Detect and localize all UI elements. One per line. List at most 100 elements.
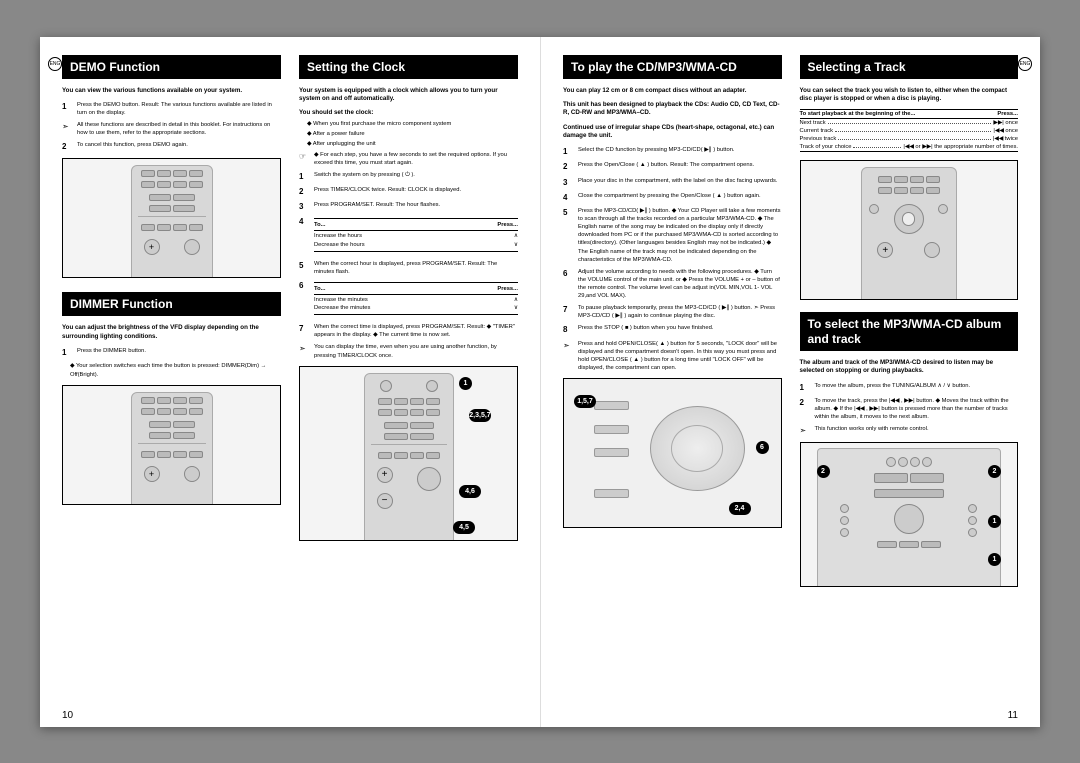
callout: 2 <box>817 465 830 478</box>
td: ∨ <box>514 241 518 249</box>
step-num: 2 <box>800 397 810 421</box>
clock-note1: ◆ For each step, you have a few seconds … <box>314 151 518 167</box>
callout: 6 <box>756 441 769 454</box>
cd-intro3: Continued use of irregular shape CDs (he… <box>563 124 782 141</box>
clock-title: Setting the Clock <box>299 55 518 79</box>
demo-intro: You can view the various functions avail… <box>62 87 281 95</box>
step-num: 2 <box>62 141 72 152</box>
step-text: Press the DEMO button. Result: The vario… <box>77 101 281 117</box>
remote-figure-demo: + <box>62 158 281 278</box>
step-text: To pause playback temporarily, press the… <box>578 304 782 320</box>
td: |◀◀ twice <box>993 136 1018 142</box>
note-text: All these functions are described in det… <box>77 121 281 137</box>
dimmer-intro: You can adjust the brightness of the VFD… <box>62 324 281 341</box>
callout: 2,4 <box>729 502 751 515</box>
td: Track of your choice <box>800 144 852 150</box>
demo-title: DEMO Function <box>62 55 281 79</box>
step-text: Adjust the volume according to needs wit… <box>578 268 782 300</box>
step-num: 4 <box>299 216 309 255</box>
td: ∧ <box>514 296 518 304</box>
step-text: Press the Open/Close ( ▲ ) button. Resul… <box>578 161 782 172</box>
step-num: 5 <box>563 207 573 264</box>
album-title: To select the MP3/WMA-CD album and track <box>800 312 1019 351</box>
remote-figure-dimmer: + <box>62 385 281 505</box>
step-text: Press the DIMMER button. <box>77 347 281 358</box>
callout: 1,5,7 <box>574 395 596 408</box>
step-num: 7 <box>299 323 309 339</box>
step-text: Press the STOP ( ■ ) button when you hav… <box>578 324 782 335</box>
manual-spread: ENG DEMO Function You can view the vario… <box>40 37 1040 727</box>
td: Previous track <box>800 136 837 142</box>
panel-figure-album: 2 2 1 1 <box>800 442 1019 587</box>
step-num: 1 <box>563 146 573 157</box>
track-intro: You can select the track you wish to lis… <box>800 87 1019 104</box>
col-track-album: Selecting a Track You can select the tra… <box>800 55 1019 715</box>
th: To... <box>314 221 325 229</box>
td: ▶▶| once <box>993 120 1018 126</box>
step-num: 1 <box>62 347 72 358</box>
step-text: Press the MP3-CD/CD( ▶∥ ) button. ◆ Your… <box>578 207 782 264</box>
td: ∧ <box>514 232 518 240</box>
step-text: When the correct hour is displayed, pres… <box>314 260 518 276</box>
page-number: 10 <box>62 710 73 721</box>
step-text: Press TIMER/CLOCK twice. Result: CLOCK i… <box>314 186 518 197</box>
playback-table: To start playback at the beginning of th… <box>800 109 1019 152</box>
th: Press... <box>497 221 518 229</box>
td: |◀◀ once <box>993 128 1018 134</box>
step-text: Switch the system on by pressing ( ⏻ ). <box>314 171 518 182</box>
td: Next track <box>800 120 826 126</box>
clock-b1: ◆ When you first purchase the micro comp… <box>299 120 518 128</box>
td: Increase the minutes <box>314 296 368 304</box>
step-num: 4 <box>563 192 573 203</box>
page-left: ENG DEMO Function You can view the vario… <box>40 37 540 727</box>
step-num: 3 <box>563 177 573 188</box>
note-icon: ➣ <box>299 343 309 359</box>
mainunit-figure: 1,5,7 6 2,4 <box>563 378 782 528</box>
step-text: To move the album, press the TUNING/ALBU… <box>815 382 1019 393</box>
callout: 4,5 <box>453 521 475 534</box>
dimmer-title: DIMMER Function <box>62 292 281 316</box>
note-icon: ➣ <box>62 121 72 137</box>
step-num: 1 <box>800 382 810 393</box>
step-num: 2 <box>563 161 573 172</box>
album-intro: The album and track of the MP3/WMA-CD de… <box>800 359 1019 376</box>
callout: 4,6 <box>459 485 481 498</box>
album-note: This function works only with remote con… <box>815 425 1019 436</box>
step-text: Press PROGRAM/SET. Result: The hour flas… <box>314 201 518 212</box>
clock-note2: You can display the time, even when you … <box>314 343 518 359</box>
col-demo-dimmer: DEMO Function You can view the various f… <box>62 55 281 715</box>
td: Decrease the hours <box>314 241 365 249</box>
step-text: Close the compartment by pressing the Op… <box>578 192 782 203</box>
th: Press... <box>497 285 518 293</box>
clock-intro: Your system is equipped with a clock whi… <box>299 87 518 104</box>
step-text: Place your disc in the compartment, with… <box>578 177 782 188</box>
callout: 1 <box>459 377 472 390</box>
step-num: 6 <box>563 268 573 300</box>
step-text: When the correct time is displayed, pres… <box>314 323 518 339</box>
td: |◀◀ or ▶▶| the appropriate number of tim… <box>903 144 1018 150</box>
note-icon: ➣ <box>563 340 573 372</box>
step-num: 7 <box>563 304 573 320</box>
page-right: ENG To play the CD/MP3/WMA-CD You can pl… <box>540 37 1040 727</box>
dimmer-bullet: ◆ Your selection switches each time the … <box>62 362 281 378</box>
col-cd: To play the CD/MP3/WMA-CD You can play 1… <box>563 55 782 715</box>
td: Decrease the minutes <box>314 304 370 312</box>
step-num: 3 <box>299 201 309 212</box>
note-icon: ➣ <box>800 425 810 436</box>
td: Current track <box>800 128 834 134</box>
col-clock: Setting the Clock Your system is equippe… <box>299 55 518 715</box>
step-text: Select the CD function by pressing MP3-C… <box>578 146 782 157</box>
remote-figure-clock: + − 1 2,3,5,7 4,6 4,5 <box>299 366 518 541</box>
td: ∨ <box>514 304 518 312</box>
cd-intro2: This unit has been designed to playback … <box>563 101 782 118</box>
clock-b2: ◆ After a power failure <box>299 130 518 138</box>
track-title: Selecting a Track <box>800 55 1019 79</box>
hand-icon: ☞ <box>299 151 309 167</box>
step-text: To move the track, press the |◀◀ , ▶▶| b… <box>815 397 1019 421</box>
page-number: 11 <box>1008 710 1018 721</box>
cd-note: Press and hold OPEN/CLOSE( ▲ ) button fo… <box>578 340 782 372</box>
clock-b3: ◆ After unplugging the unit <box>299 140 518 148</box>
clock-sub: You should set the clock: <box>299 109 518 116</box>
step-text: To cancel this function, press DEMO agai… <box>77 141 281 152</box>
step-num: 8 <box>563 324 573 335</box>
